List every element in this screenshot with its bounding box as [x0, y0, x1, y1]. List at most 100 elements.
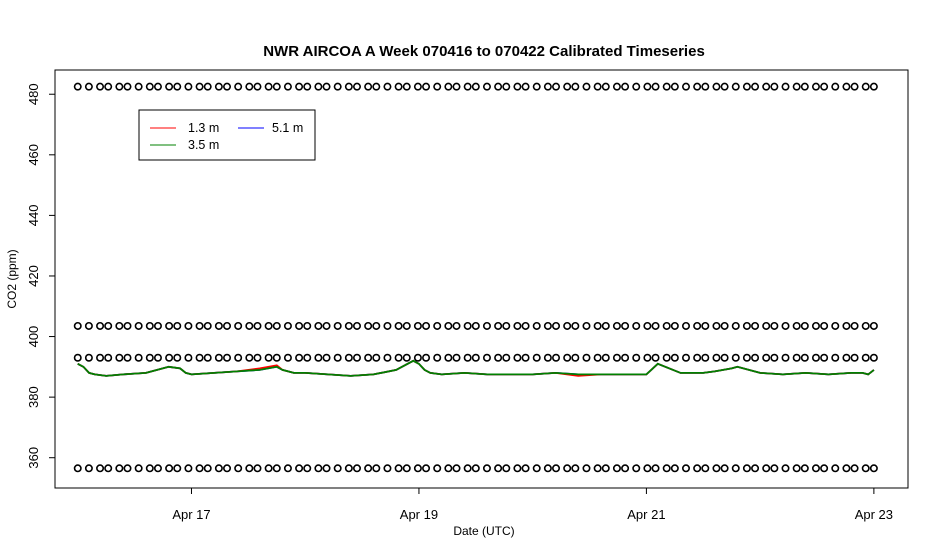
reference-point — [463, 82, 472, 91]
reference-point — [195, 82, 204, 91]
reference-point — [245, 321, 254, 330]
reference-point — [422, 321, 431, 330]
reference-point — [681, 353, 690, 362]
reference-point — [253, 353, 262, 362]
reference-point — [521, 464, 530, 473]
reference-point — [521, 353, 530, 362]
reference-point — [482, 353, 491, 362]
reference-point — [712, 353, 721, 362]
reference-point — [621, 321, 630, 330]
reference-point — [593, 82, 602, 91]
reference-point — [322, 321, 331, 330]
legend-label-1-3m: 1.3 m — [188, 121, 219, 135]
reference-point — [153, 464, 162, 473]
reference-point — [264, 321, 273, 330]
reference-point — [123, 82, 132, 91]
reference-point — [73, 353, 82, 362]
reference-point — [134, 82, 143, 91]
reference-point — [720, 464, 729, 473]
y-axis: 360 380 400 420 440 460 480 — [26, 83, 55, 469]
reference-point — [344, 321, 353, 330]
reference-point — [762, 464, 771, 473]
reference-point — [731, 464, 740, 473]
reference-point — [643, 321, 652, 330]
reference-point — [433, 82, 442, 91]
reference-point — [861, 464, 870, 473]
reference-point — [670, 353, 679, 362]
reference-point — [314, 321, 323, 330]
reference-point — [811, 82, 820, 91]
reference-point — [422, 464, 431, 473]
reference-point — [770, 353, 779, 362]
reference-point — [96, 464, 105, 473]
x-tick-label: Apr 19 — [400, 507, 438, 522]
reference-point — [96, 82, 105, 91]
reference-point — [582, 464, 591, 473]
reference-point — [543, 353, 552, 362]
reference-point — [134, 464, 143, 473]
reference-point — [670, 82, 679, 91]
reference-point — [372, 82, 381, 91]
reference-point — [681, 464, 690, 473]
reference-point — [344, 353, 353, 362]
reference-point — [245, 353, 254, 362]
reference-point — [593, 321, 602, 330]
reference-point — [173, 353, 182, 362]
reference-point — [433, 353, 442, 362]
reference-point — [223, 82, 232, 91]
reference-point — [811, 353, 820, 362]
reference-point — [471, 321, 480, 330]
reference-point — [264, 353, 273, 362]
reference-point — [283, 82, 292, 91]
reference-point — [820, 82, 829, 91]
reference-point — [173, 82, 182, 91]
reference-point — [612, 353, 621, 362]
reference-point — [582, 353, 591, 362]
reference-point — [701, 353, 710, 362]
reference-point — [173, 321, 182, 330]
reference-point — [850, 82, 859, 91]
reference-point — [234, 353, 243, 362]
reference-point — [563, 353, 572, 362]
reference-point — [681, 82, 690, 91]
y-tick-label: 400 — [26, 326, 41, 348]
reference-point — [383, 353, 392, 362]
reference-point — [165, 321, 174, 330]
reference-point — [352, 82, 361, 91]
reference-point — [283, 464, 292, 473]
reference-point — [762, 353, 771, 362]
reference-point — [145, 82, 154, 91]
reference-point — [272, 464, 281, 473]
reference-point — [762, 82, 771, 91]
reference-point — [364, 82, 373, 91]
reference-point — [632, 82, 641, 91]
reference-point — [513, 353, 522, 362]
reference-point — [352, 321, 361, 330]
reference-point — [195, 321, 204, 330]
reference-point — [850, 353, 859, 362]
reference-point — [383, 464, 392, 473]
x-tick-label: Apr 23 — [855, 507, 893, 522]
reference-point — [123, 464, 132, 473]
reference-point — [96, 353, 105, 362]
reference-point — [283, 321, 292, 330]
reference-point — [115, 82, 124, 91]
reference-point — [643, 464, 652, 473]
reference-point — [693, 464, 702, 473]
reference-point — [452, 321, 461, 330]
reference-point — [115, 353, 124, 362]
reference-point — [601, 353, 610, 362]
reference-point — [563, 464, 572, 473]
reference-point — [571, 321, 580, 330]
reference-point — [632, 353, 641, 362]
reference-point — [214, 464, 223, 473]
y-tick-label: 380 — [26, 386, 41, 408]
reference-point — [344, 82, 353, 91]
reference-point — [582, 321, 591, 330]
reference-point — [333, 353, 342, 362]
reference-point — [482, 321, 491, 330]
reference-point — [701, 82, 710, 91]
reference-point — [612, 82, 621, 91]
reference-point — [552, 321, 561, 330]
